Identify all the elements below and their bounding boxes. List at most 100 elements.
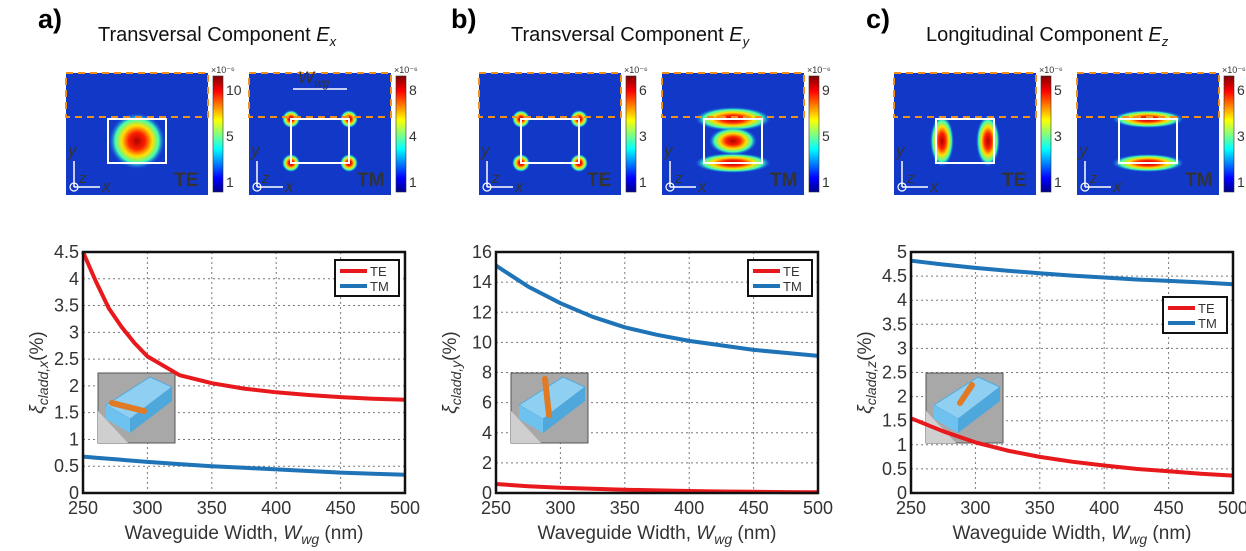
y-axis-label: ξcladd,x(%) bbox=[27, 331, 51, 413]
field-lobe bbox=[109, 113, 165, 169]
colorbar-exponent: ×10⁻⁶ bbox=[394, 65, 418, 75]
field-lobe bbox=[930, 115, 954, 167]
line-chart: 250 300 350 400 450 500 0 0.5 1 1.5 2 2.5 3 3.5 4 4.5 TE… bbox=[27, 242, 420, 547]
inset-substrate bbox=[511, 411, 541, 443]
panel-0: a) Transversal Component Ex y z x TE ×10⁻⁶ 10 5 1… bbox=[27, 0, 446, 551]
legend-box bbox=[334, 259, 400, 297]
panel-title-sub-text: y bbox=[742, 34, 750, 49]
legend-box bbox=[747, 259, 813, 297]
panel-letter: a) bbox=[38, 4, 63, 34]
field-axis-z-label: z bbox=[261, 170, 270, 187]
width-label: Wwg bbox=[298, 68, 330, 90]
colorbar-tick-label: 6 bbox=[1237, 82, 1245, 98]
x-tick-label: 400 bbox=[674, 498, 704, 518]
colorbar-tick-label: 3 bbox=[1237, 128, 1245, 144]
x-tick-label: 500 bbox=[803, 498, 833, 518]
legend-entry: TE bbox=[783, 264, 800, 279]
panel-title: Longitudinal Component Ez bbox=[926, 24, 1168, 49]
y-tick-label: 1.5 bbox=[54, 403, 79, 423]
panel-2: c) Longitudinal Component Ez y z x TE ×10⁻⁶ 5 3 1… bbox=[855, 0, 1246, 551]
y-tick-label: 5 bbox=[897, 242, 907, 262]
inset-molecule-rod bbox=[109, 400, 147, 414]
y-tick-label: 0 bbox=[897, 483, 907, 503]
series-line-te bbox=[495, 482, 819, 495]
y-tick-label: 14 bbox=[472, 272, 492, 292]
waveguide-core-outline bbox=[703, 118, 763, 164]
field-axis-x-label: x bbox=[929, 177, 939, 196]
x-axis-label: Waveguide Width, Wwg (nm) bbox=[125, 523, 364, 547]
waveguide-core-outline bbox=[107, 118, 167, 164]
field-map-background bbox=[894, 73, 1036, 195]
waveguide-core-outline bbox=[1118, 118, 1178, 164]
y-tick-label: 4 bbox=[482, 423, 492, 443]
colorbar-tick-label: 1 bbox=[1054, 174, 1062, 190]
series-line-tm bbox=[910, 258, 1234, 287]
y-tick-label: 0 bbox=[69, 483, 79, 503]
legend-entry: TM bbox=[783, 279, 802, 294]
y-tick-label: 2 bbox=[897, 387, 907, 407]
z-axis-marker bbox=[69, 182, 79, 192]
x-tick-label: 250 bbox=[896, 498, 926, 518]
colorbar bbox=[808, 75, 820, 193]
y-tick-label: 2 bbox=[69, 376, 79, 396]
y-tick-label: 0 bbox=[482, 483, 492, 503]
panel-title-sub-text: x bbox=[329, 34, 337, 49]
inset-waveguide-side bbox=[543, 387, 585, 433]
geometry-inset bbox=[925, 372, 1004, 444]
panel-title-var: E bbox=[1148, 24, 1162, 46]
field-axis-y-label: y bbox=[895, 141, 906, 160]
panel-title-text: Transversal Component bbox=[511, 24, 730, 46]
cladding-region-outline bbox=[1076, 72, 1220, 118]
colorbar-tick-label: 6 bbox=[639, 82, 647, 98]
y-tick-label: 6 bbox=[482, 393, 492, 413]
panel-letter: c) bbox=[866, 4, 891, 34]
y-tick-label: 2.5 bbox=[882, 363, 907, 383]
z-axis-marker bbox=[482, 182, 492, 192]
field-axis-z-label: z bbox=[491, 170, 500, 187]
y-tick-label: 0.5 bbox=[54, 456, 79, 476]
cladding-region-outline bbox=[661, 72, 805, 118]
y-tick-label: 3.5 bbox=[54, 296, 79, 316]
colorbar-tick-label: 1 bbox=[639, 174, 647, 190]
plot-frame bbox=[909, 250, 1235, 495]
y-tick-label: 3 bbox=[897, 338, 907, 358]
mode-label: TM bbox=[357, 170, 384, 191]
field-lobe bbox=[709, 127, 757, 155]
inset-waveguide-front bbox=[106, 405, 130, 433]
colorbar-tick-label: 8 bbox=[409, 82, 417, 98]
field-axis-x-label: x bbox=[514, 177, 524, 196]
x-tick-label: 300 bbox=[960, 498, 990, 518]
field-axis-x-label: x bbox=[697, 177, 707, 196]
y-tick-label: 1 bbox=[897, 435, 907, 455]
x-tick-label: 400 bbox=[1089, 498, 1119, 518]
colorbar-tick-label: 5 bbox=[226, 128, 234, 144]
colorbar-exponent: ×10⁻⁶ bbox=[1039, 65, 1063, 75]
series-line-te bbox=[81, 251, 406, 402]
colorbar-tick-label: 1 bbox=[822, 174, 830, 190]
series-line-tm bbox=[82, 454, 406, 477]
series-line-te bbox=[910, 416, 1234, 478]
field-lobe bbox=[976, 115, 1000, 167]
panel-title-sub: x bbox=[330, 34, 337, 49]
colorbar-tick-label: 10 bbox=[226, 82, 242, 98]
x-tick-label: 450 bbox=[326, 498, 356, 518]
panel-title-sub: z bbox=[1162, 34, 1169, 49]
geometry-inset bbox=[97, 372, 176, 444]
panel-title-text: Transversal Component bbox=[98, 24, 317, 46]
waveguide-core-outline bbox=[290, 118, 350, 164]
field-map-background bbox=[1077, 73, 1219, 195]
legend-entry: TM bbox=[370, 279, 389, 294]
mode-label: TM bbox=[770, 170, 797, 191]
y-axis-label: ξcladd,z(%) bbox=[855, 331, 879, 413]
y-axis-label: ξcladd,y(%) bbox=[440, 331, 464, 413]
y-tick-label: 16 bbox=[472, 242, 492, 262]
colorbar bbox=[395, 75, 407, 193]
x-tick-label: 350 bbox=[197, 498, 227, 518]
legend-entry: TE bbox=[1198, 301, 1215, 316]
colorbar-tick-label: 3 bbox=[639, 128, 647, 144]
